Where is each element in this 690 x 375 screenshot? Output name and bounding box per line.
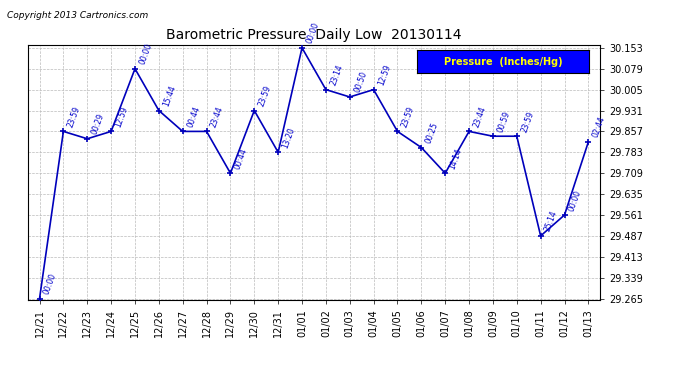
Text: 00:44: 00:44 [186,105,201,129]
Text: 02:44: 02:44 [591,116,607,139]
Text: 23:14: 23:14 [328,63,344,87]
Title: Barometric Pressure  Daily Low  20130114: Barometric Pressure Daily Low 20130114 [166,28,462,42]
Text: 00:25: 00:25 [424,121,440,145]
Text: 00:00: 00:00 [567,189,583,212]
Text: 00:50: 00:50 [353,70,368,94]
Text: 00:29: 00:29 [90,112,106,136]
Text: 13:20: 13:20 [281,126,297,150]
Text: 23:59: 23:59 [400,105,416,129]
Text: 23:44: 23:44 [472,105,488,129]
Text: 15:44: 15:44 [161,84,177,108]
Text: 12:59: 12:59 [376,63,393,87]
Text: 23:59: 23:59 [257,84,273,108]
Text: 00:59: 00:59 [495,110,512,134]
Text: 25:14: 25:14 [544,210,560,233]
Text: Copyright 2013 Cartronics.com: Copyright 2013 Cartronics.com [7,11,148,20]
Text: 23:59: 23:59 [66,105,82,129]
Text: 12:59: 12:59 [114,105,130,129]
Text: 00:00: 00:00 [42,272,58,296]
Text: 00:00: 00:00 [305,21,321,45]
Text: 23:59: 23:59 [520,110,535,134]
Text: 00:44: 00:44 [233,147,249,170]
Text: 23:44: 23:44 [209,105,226,129]
Text: 00:00: 00:00 [138,42,154,66]
Text: 14:14: 14:14 [448,147,464,170]
